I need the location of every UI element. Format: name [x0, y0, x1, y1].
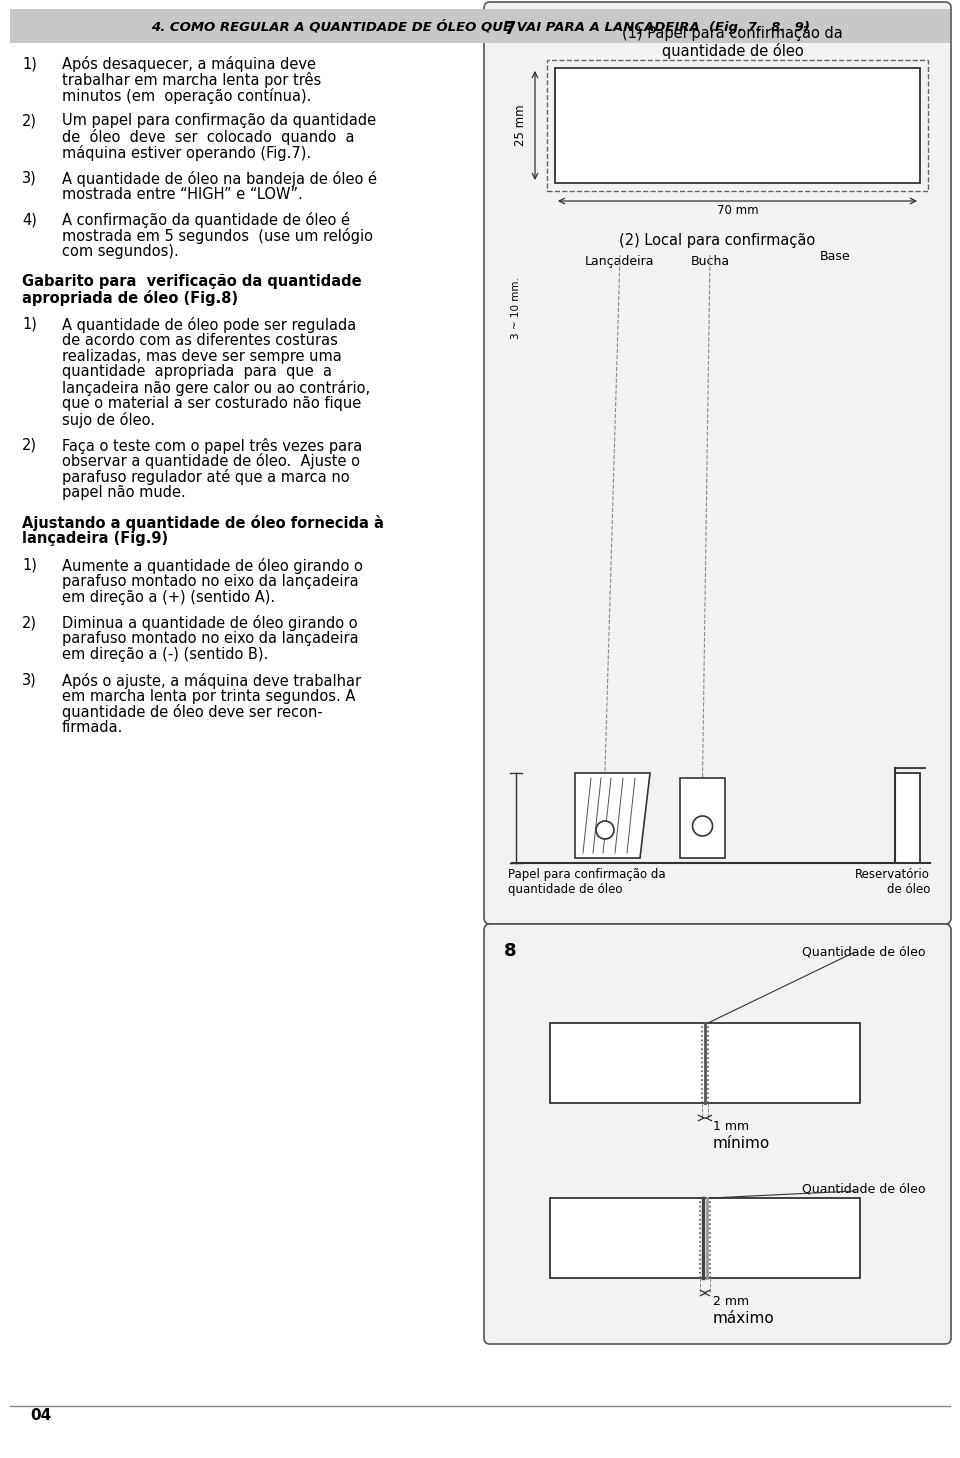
Text: 7: 7	[504, 20, 516, 38]
Text: Ajustando a quantidade de óleo fornecida à: Ajustando a quantidade de óleo fornecida…	[22, 515, 384, 531]
Text: com segundos).: com segundos).	[62, 243, 179, 260]
Text: mostrada em 5 segundos  (use um relógio: mostrada em 5 segundos (use um relógio	[62, 229, 373, 243]
Text: parafuso regulador até que a marca no: parafuso regulador até que a marca no	[62, 469, 349, 486]
Text: Lançadeira: Lançadeira	[586, 255, 655, 268]
Text: Aumente a quantidade de óleo girando o: Aumente a quantidade de óleo girando o	[62, 558, 363, 574]
Text: quantidade de óleo deve ser recon-: quantidade de óleo deve ser recon-	[62, 704, 323, 720]
Text: 8: 8	[504, 942, 516, 959]
Text: em marcha lenta por trinta segundos. A: em marcha lenta por trinta segundos. A	[62, 688, 355, 704]
Text: máquina estiver operando (Fig.7).: máquina estiver operando (Fig.7).	[62, 144, 311, 160]
Text: 3 ~ 10 mm.: 3 ~ 10 mm.	[511, 277, 521, 338]
Text: Após o ajuste, a máquina deve trabalhar: Após o ajuste, a máquina deve trabalhar	[62, 672, 361, 688]
Text: de  óleo  deve  ser  colocado  quando  a: de óleo deve ser colocado quando a	[62, 130, 354, 146]
Text: A confirmação da quantidade de óleo é: A confirmação da quantidade de óleo é	[62, 213, 350, 229]
Text: em direção a (-) (sentido B).: em direção a (-) (sentido B).	[62, 647, 268, 662]
Text: 3): 3)	[22, 171, 36, 185]
Bar	[550, 1198, 860, 1279]
Text: Quantidade de óleo: Quantidade de óleo	[802, 1182, 925, 1196]
Text: minutos (em  operação contínua).: minutos (em operação contínua).	[62, 87, 311, 104]
Bar	[555, 69, 920, 184]
Text: observar a quantidade de óleo.  Ajuste o: observar a quantidade de óleo. Ajuste o	[62, 453, 360, 469]
Text: lançadeira (Fig.9): lançadeira (Fig.9)	[22, 531, 168, 547]
Text: papel não mude.: papel não mude.	[62, 486, 185, 500]
Text: lançadeira não gere calor ou ao contrário,: lançadeira não gere calor ou ao contrári…	[62, 381, 371, 397]
Text: máximo: máximo	[713, 1311, 775, 1325]
Text: sujo de óleo.: sujo de óleo.	[62, 411, 155, 427]
Text: Bucha: Bucha	[690, 255, 730, 268]
Text: quantidade de óleo: quantidade de óleo	[661, 42, 804, 58]
Circle shape	[692, 816, 712, 835]
Circle shape	[596, 821, 614, 838]
Text: Faça o teste com o papel três vezes para: Faça o teste com o papel três vezes para	[62, 437, 362, 453]
Text: realizadas, mas deve ser sempre uma: realizadas, mas deve ser sempre uma	[62, 348, 342, 363]
Text: (1) Papel para confirmação da: (1) Papel para confirmação da	[622, 26, 843, 41]
Text: 1): 1)	[22, 316, 36, 332]
Text: quantidade de óleo: quantidade de óleo	[508, 884, 622, 897]
Text: 4. COMO REGULAR A QUANTIDADE DE ÓLEO QUE VAI PARA A LANÇADEIRA  (Fig. 7.  8.  9): 4. COMO REGULAR A QUANTIDADE DE ÓLEO QUE…	[151, 19, 809, 34]
Text: parafuso montado no eixo da lançadeira: parafuso montado no eixo da lançadeira	[62, 574, 359, 589]
Text: quantidade  apropriada  para  que  a: quantidade apropriada para que a	[62, 364, 332, 379]
Text: trabalhar em marcha lenta por três: trabalhar em marcha lenta por três	[62, 71, 322, 87]
Text: Diminua a quantidade de óleo girando o: Diminua a quantidade de óleo girando o	[62, 615, 358, 631]
Text: mostrada entre “HIGH” e “LOW”.: mostrada entre “HIGH” e “LOW”.	[62, 187, 302, 201]
Text: 2): 2)	[22, 437, 37, 452]
Text: 3): 3)	[22, 672, 36, 688]
Text: 04: 04	[30, 1408, 51, 1423]
Bar	[10, 9, 950, 42]
Text: 2): 2)	[22, 615, 37, 630]
Text: mínimo: mínimo	[713, 1136, 770, 1150]
FancyBboxPatch shape	[484, 924, 951, 1344]
Text: Gabarito para  verificação da quantidade: Gabarito para verificação da quantidade	[22, 274, 362, 289]
Bar	[680, 779, 725, 857]
Text: 1): 1)	[22, 558, 36, 573]
FancyBboxPatch shape	[484, 1, 951, 924]
Text: Papel para confirmação da: Papel para confirmação da	[508, 868, 665, 881]
Bar	[895, 773, 920, 863]
Text: 70 mm: 70 mm	[717, 204, 758, 217]
Bar	[550, 1024, 860, 1104]
Text: 2 mm: 2 mm	[713, 1295, 749, 1308]
Text: Após desaquecer, a máquina deve: Após desaquecer, a máquina deve	[62, 55, 316, 71]
Text: de óleo: de óleo	[887, 884, 930, 897]
Text: 25 mm: 25 mm	[514, 105, 527, 146]
Text: em direção a (+) (sentido A).: em direção a (+) (sentido A).	[62, 589, 276, 605]
Text: Reservatório: Reservatório	[855, 868, 930, 881]
Text: A quantidade de óleo na bandeja de óleo é: A quantidade de óleo na bandeja de óleo …	[62, 171, 377, 187]
Text: 2): 2)	[22, 114, 37, 128]
Text: Um papel para confirmação da quantidade: Um papel para confirmação da quantidade	[62, 114, 376, 128]
Text: 4): 4)	[22, 213, 36, 227]
Text: (2) Local para confirmação: (2) Local para confirmação	[619, 233, 816, 248]
Text: Base: Base	[820, 249, 851, 262]
Text: A quantidade de óleo pode ser regulada: A quantidade de óleo pode ser regulada	[62, 316, 356, 332]
Text: 1): 1)	[22, 55, 36, 71]
Text: firmada.: firmada.	[62, 720, 124, 735]
Bar	[547, 60, 928, 191]
Text: Quantidade de óleo: Quantidade de óleo	[802, 945, 925, 958]
Text: que o material a ser costurado não fique: que o material a ser costurado não fique	[62, 397, 361, 411]
Text: de acordo com as diferentes costuras: de acordo com as diferentes costuras	[62, 332, 338, 348]
Text: parafuso montado no eixo da lançadeira: parafuso montado no eixo da lançadeira	[62, 631, 359, 646]
Polygon shape	[575, 773, 650, 857]
Text: 1 mm: 1 mm	[713, 1120, 749, 1133]
Text: apropriada de óleo (Fig.8): apropriada de óleo (Fig.8)	[22, 290, 238, 306]
